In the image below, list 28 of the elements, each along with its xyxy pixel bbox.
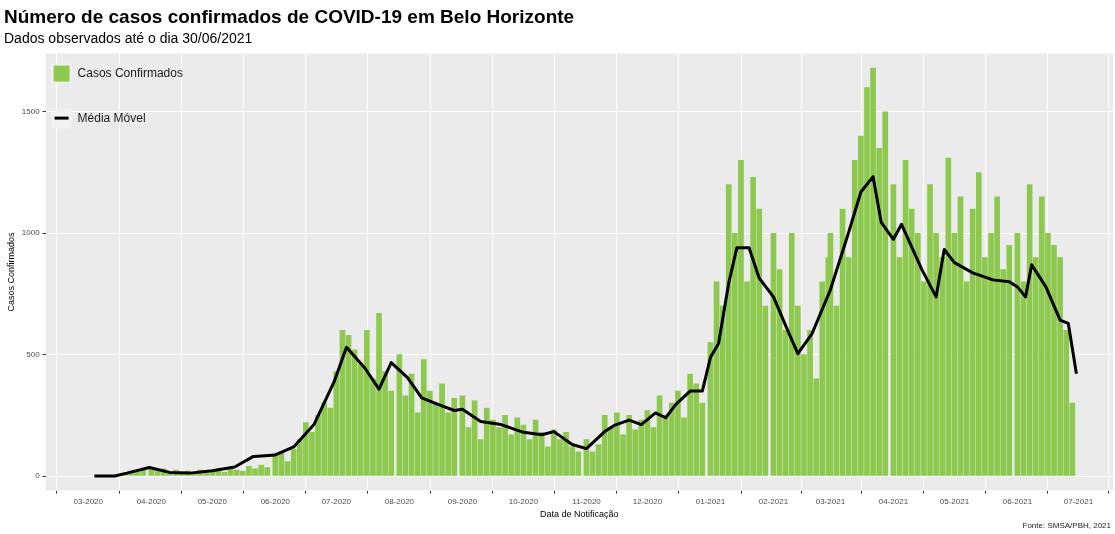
x-tick-label: 04-2021 xyxy=(878,496,909,506)
x-tick-label: 09-2020 xyxy=(447,496,478,506)
x-tick-label: 06-2020 xyxy=(260,496,291,506)
source-note: Fonte: SMSA/PBH, 2021 xyxy=(1022,521,1112,531)
y-tick-label: 1500 xyxy=(21,107,41,117)
x-tick-label: 06-2021 xyxy=(1002,496,1033,506)
x-tick-label: 02-2021 xyxy=(758,496,789,506)
chart-title: Número de casos confirmados de COVID-19 em Belo Horizonte xyxy=(4,5,575,27)
x-axis-title: Data de Notificação xyxy=(540,509,619,520)
y-tick-label: 500 xyxy=(26,349,41,359)
x-tick-label: 12-2020 xyxy=(632,496,663,506)
x-tick-label: 01-2021 xyxy=(695,496,726,506)
chart-subtitle: Dados observados até o dia 30/06/2021 xyxy=(4,30,253,47)
y-tick-label: 0 xyxy=(35,471,41,481)
y-axis-title: Casos Confirmados xyxy=(5,232,16,312)
x-tick-label: 07-2020 xyxy=(321,496,352,506)
x-tick-label: 04-2020 xyxy=(136,496,167,506)
x-tick-label: 11-2020 xyxy=(572,496,602,506)
x-tick-label: 05-2020 xyxy=(197,496,228,506)
x-tick-label: 03-2021 xyxy=(815,496,846,506)
x-tick-label: 03-2020 xyxy=(73,496,104,506)
legend-label: Casos Confirmados xyxy=(77,65,183,80)
x-tick-label: 08-2020 xyxy=(384,496,415,506)
x-tick-label: 07-2021 xyxy=(1063,496,1094,506)
x-tick-label: 10-2020 xyxy=(508,496,539,506)
y-tick-label: 1000 xyxy=(21,228,41,238)
x-tick-label: 05-2021 xyxy=(939,496,970,506)
legend-label: Média Móvel xyxy=(77,110,146,125)
